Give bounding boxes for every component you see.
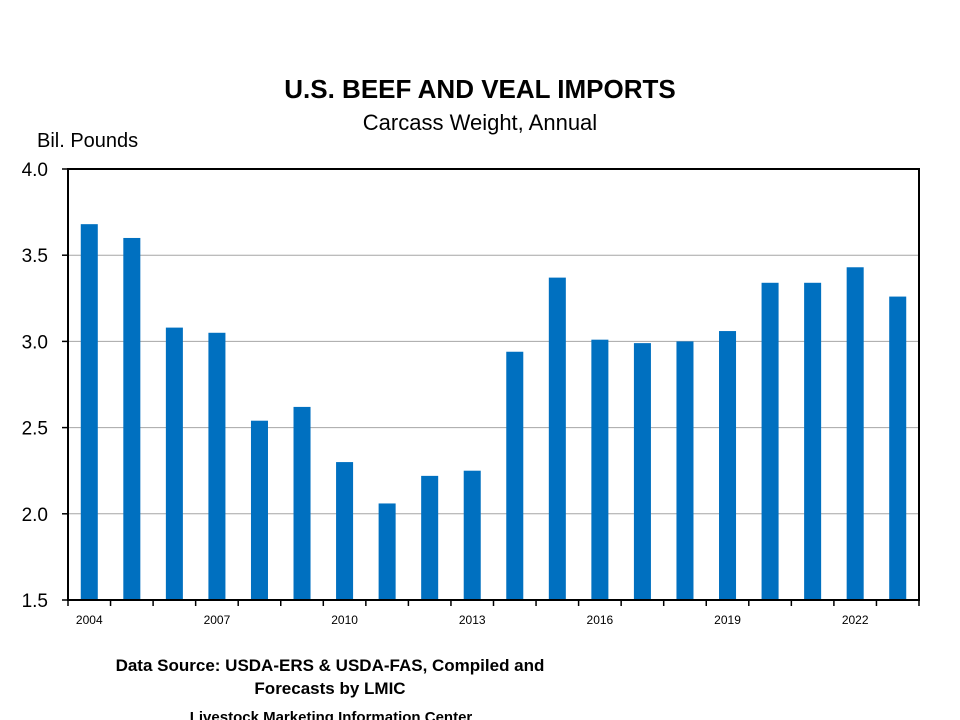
x-tick-label: 2022: [842, 613, 869, 627]
x-tick-label: 2004: [76, 613, 103, 627]
bar-2009: [293, 406, 311, 600]
gridlines: [68, 254, 919, 515]
bar-2020: [761, 282, 779, 600]
x-tick-label: 2010: [331, 613, 358, 627]
bar-2011: [378, 503, 396, 600]
bar-2014: [506, 351, 524, 600]
bar-2018: [676, 341, 694, 600]
y-tick-label: 4.0: [22, 160, 48, 181]
footer-organization: Livestock Marketing Information Center: [190, 709, 473, 720]
chart-subtitle: Carcass Weight, Annual: [363, 110, 597, 135]
bar-2023: [889, 296, 907, 600]
bar-2017: [633, 343, 651, 600]
bars: [80, 224, 907, 600]
x-axis-ticks: 2004 2007 2010 2013 2016 2019 2022: [67, 600, 920, 627]
bar-2012: [421, 475, 439, 600]
x-tick-label: 2016: [587, 613, 614, 627]
bar-2016: [591, 339, 609, 600]
bar-2015: [548, 277, 566, 600]
bar-2019: [719, 331, 737, 600]
bar-2004: [80, 224, 98, 600]
y-tick-label: 2.0: [22, 505, 48, 526]
y-axis-label: Bil. Pounds: [37, 130, 138, 152]
plot-area-frame: [67, 168, 920, 601]
y-tick-label: 1.5: [22, 591, 48, 612]
data-source-line-2: Forecasts by LMIC: [254, 679, 405, 698]
bar-2013: [463, 470, 481, 600]
y-axis-ticks: 4.0 3.5 3.0 2.5 2.0 1.5: [22, 160, 68, 612]
bar-2008: [250, 420, 268, 600]
bar-2006: [165, 327, 183, 600]
bar-2021: [804, 282, 822, 600]
x-tick-label: 2013: [459, 613, 486, 627]
y-tick-label: 2.5: [22, 419, 48, 440]
chart-title: U.S. BEEF AND VEAL IMPORTS: [284, 74, 676, 104]
x-tick-label: 2019: [714, 613, 741, 627]
y-tick-label: 3.5: [22, 246, 48, 267]
bar-2005: [123, 237, 141, 600]
bar-2010: [336, 462, 354, 600]
data-source-line-1: Data Source: USDA-ERS & USDA-FAS, Compil…: [116, 656, 545, 675]
bar-2022: [846, 267, 864, 600]
x-tick-label: 2007: [204, 613, 231, 627]
bar-2007: [208, 332, 226, 600]
y-tick-label: 3.0: [22, 332, 48, 353]
